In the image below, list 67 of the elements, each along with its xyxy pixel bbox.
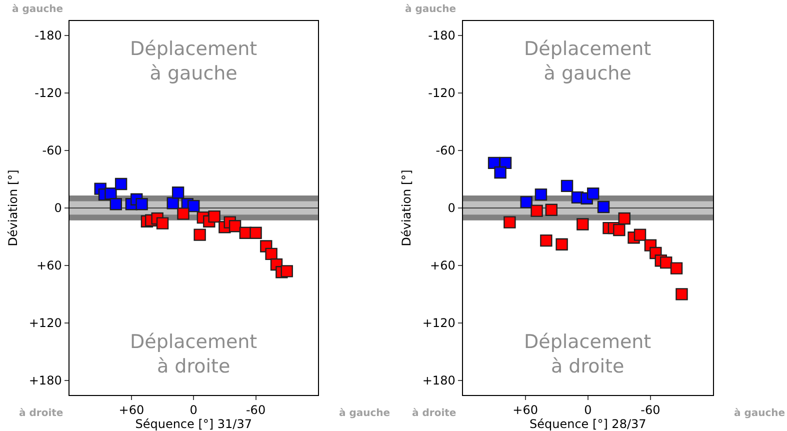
point [670,262,683,274]
point [114,178,128,190]
annotation: Déplacement à gauche [130,38,258,85]
x-tick-label: 0 [584,403,592,418]
point [250,226,262,239]
text: à gauche [405,4,456,15]
point [587,187,600,200]
point [660,256,672,269]
point [194,228,206,241]
point [228,220,242,232]
point [136,198,148,210]
y-tick-label: 0 [448,201,456,216]
point [520,196,532,208]
point [504,216,516,228]
point [576,218,589,230]
point [597,200,610,214]
point [494,166,506,179]
y-axis-title: Déviation [°] [6,170,20,246]
y-tick-label: +60 [36,258,62,273]
annotation: Déplacement à gauche [524,38,652,85]
y-tick-label: -120 [34,86,62,100]
point [618,212,630,225]
point [280,265,293,278]
point [560,180,574,192]
annotation: Déplacement à droite [524,331,652,378]
annotation: Déplacement à droite [130,331,258,378]
y-tick-label: +180 [422,374,456,388]
x-tick-label: -60 [246,403,266,418]
y-tick-label: -60 [436,144,456,158]
x-tick-label: 0 [190,403,198,418]
point [172,186,184,199]
point [188,200,200,212]
point [208,210,220,223]
point [265,248,278,260]
y-tick-label: -180 [428,28,456,43]
point [556,238,568,250]
y-tick-label: +120 [422,316,456,330]
x-tick-label: -60 [640,403,660,418]
y-tick-label: +120 [28,316,62,330]
text: à gauche [734,408,786,419]
point [676,288,688,300]
point [540,234,552,247]
y-tick-label: 0 [54,201,62,216]
y-tick-label: +180 [28,374,62,388]
point [110,198,122,210]
point [177,208,190,220]
text: à droite [412,408,456,419]
x-tick-label: +60 [512,403,538,418]
point [545,204,558,216]
y-tick-label: -120 [428,86,456,100]
x-tick-label: +60 [118,403,144,418]
y-tick-label: -180 [34,28,62,43]
point [613,224,626,236]
text: à gauche [339,408,390,419]
y-tick-label: -60 [42,144,62,158]
text: à droite [19,408,64,419]
point [156,217,169,230]
x-axis-title: Séquence [°] 28/37 [530,417,646,431]
point [104,187,117,200]
y-axis-title: Déviation [°] [400,170,414,246]
point [634,228,646,241]
point [166,197,179,210]
y-tick-label: +60 [430,258,456,273]
point [534,188,548,201]
point [530,204,543,217]
text: à gauche [12,4,64,15]
x-axis-title: Séquence [°] 31/37 [135,417,252,431]
